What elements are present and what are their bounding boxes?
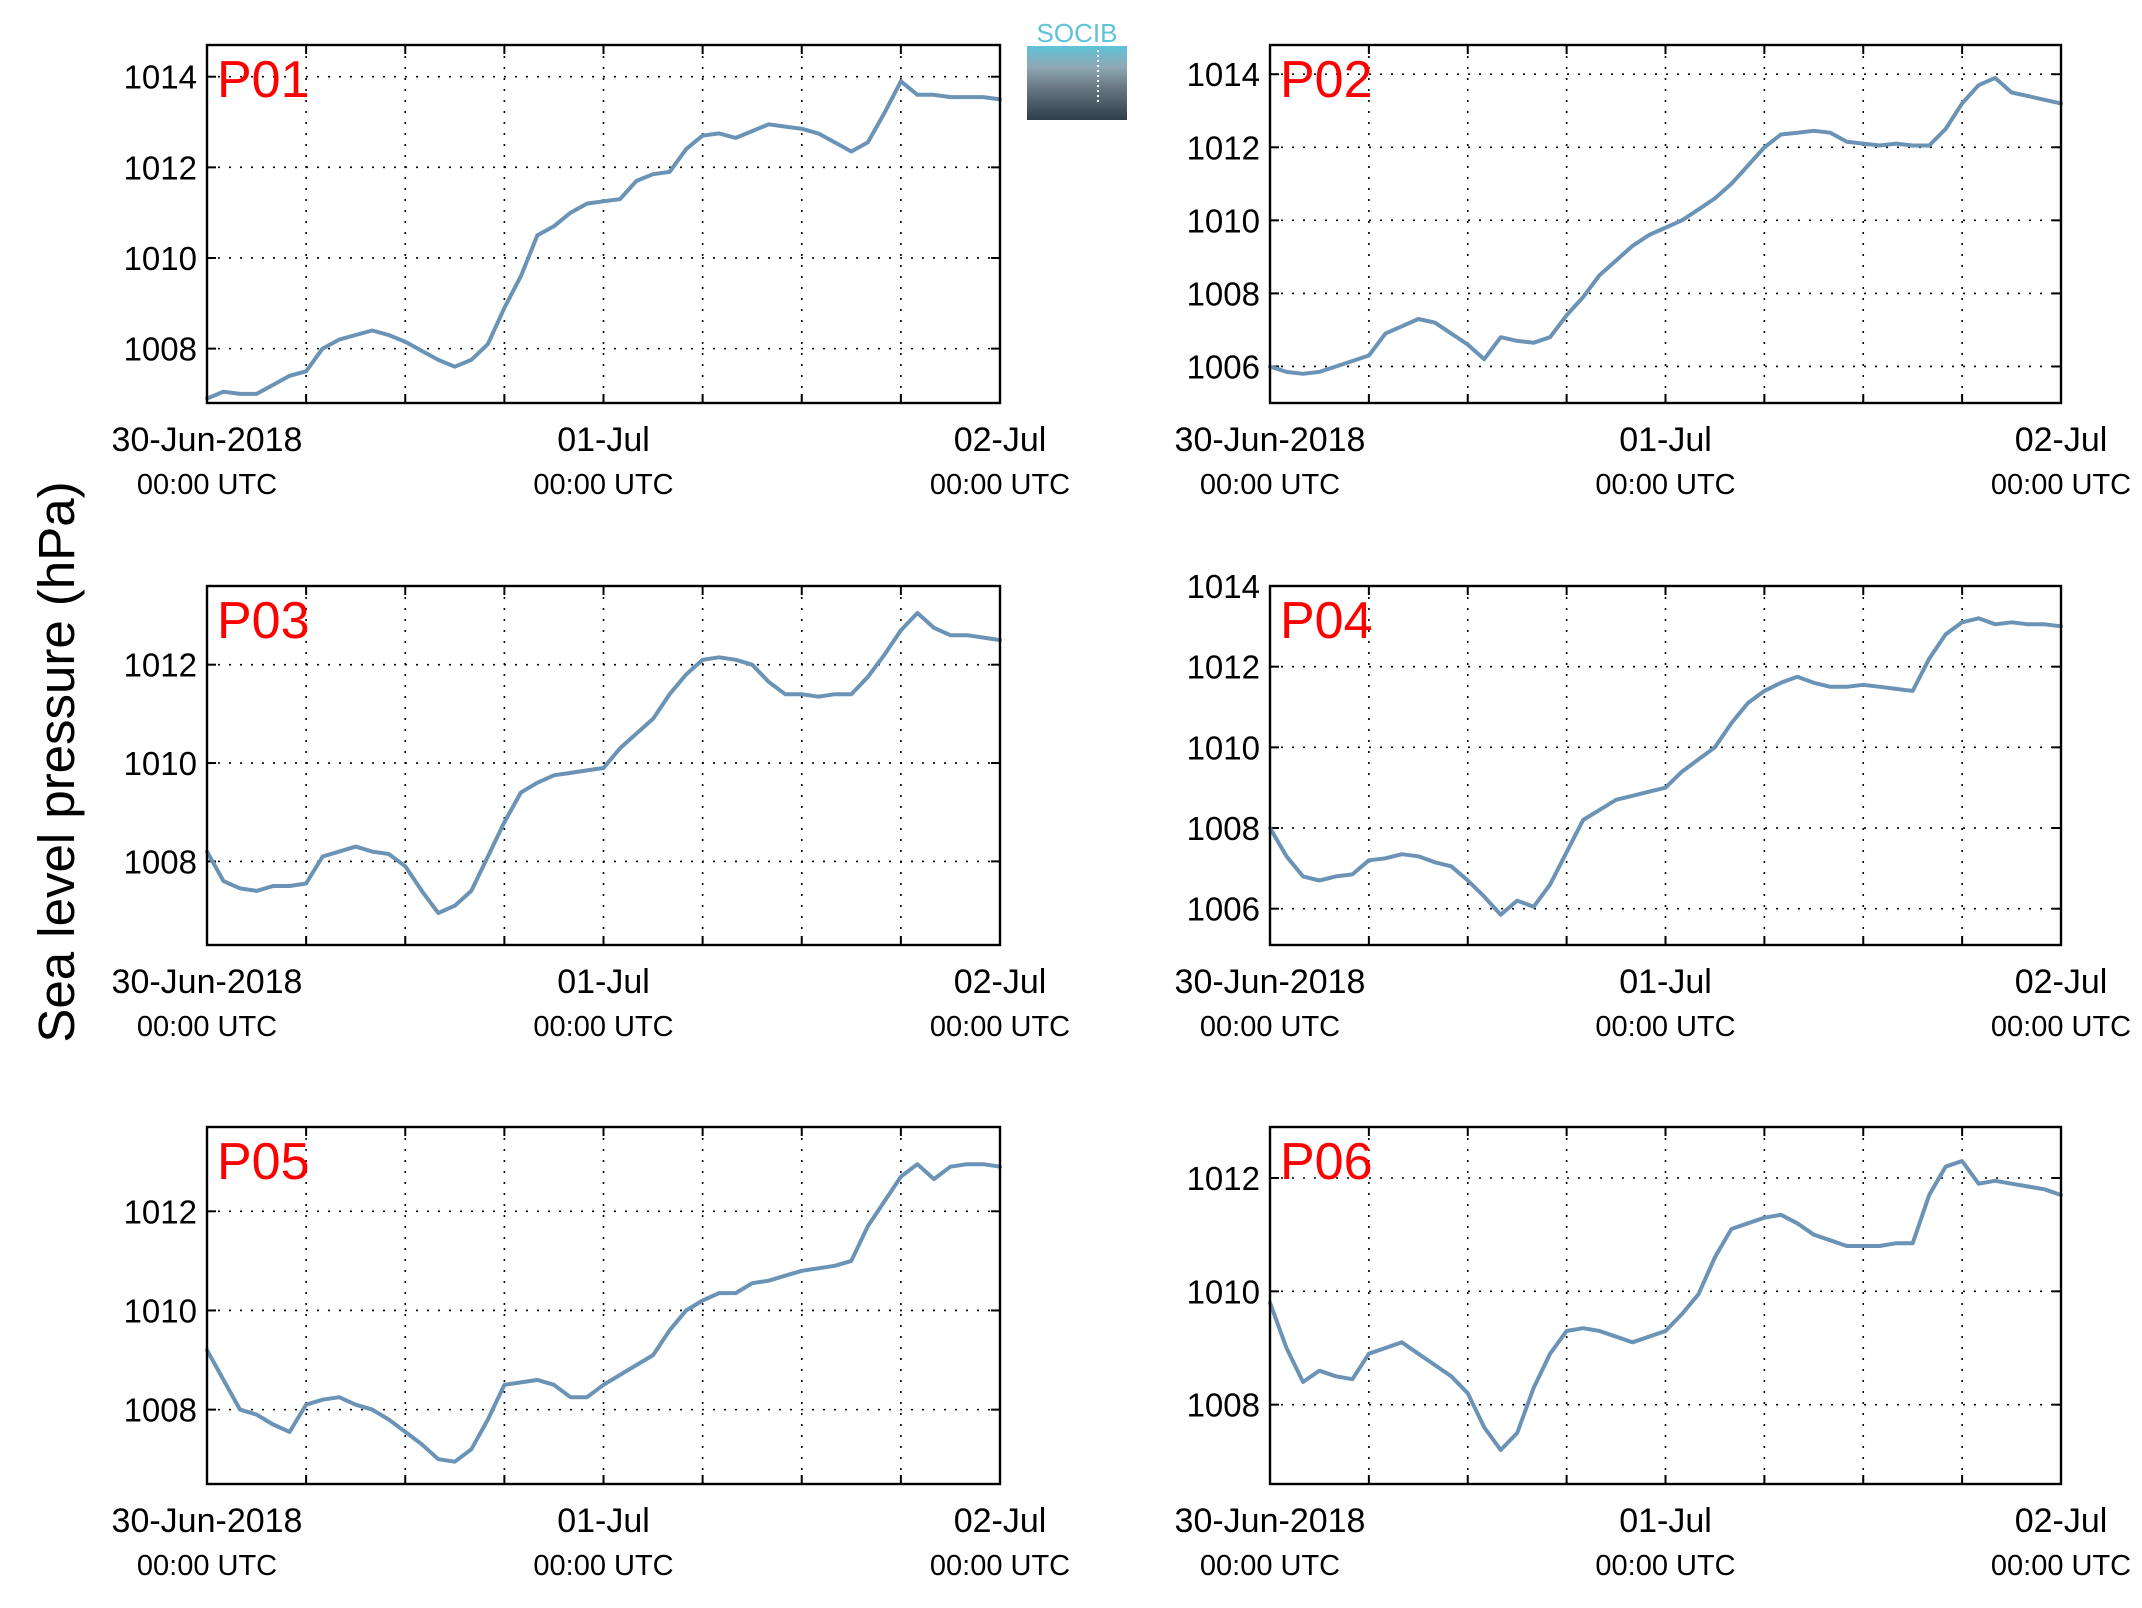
plot-frame — [1268, 1125, 2063, 1486]
x-tick-sublabel: 00:00 UTC — [1991, 1011, 2131, 1043]
y-tick-label: 1008 — [1187, 1387, 1260, 1424]
x-tick-sublabel: 00:00 UTC — [1595, 1011, 1735, 1043]
series-line — [1268, 75, 2063, 376]
y-tick-label: 1008 — [1187, 275, 1260, 312]
y-tick-label: 1012 — [124, 647, 197, 684]
x-tick-sublabel: 00:00 UTC — [1200, 1011, 1340, 1043]
panel-p01: 1008 1010 1012 1014 P01 30-Jun-2018 00:00 UTC 0… — [112, 43, 1070, 501]
x-tick-sublabel: 00:00 UTC — [930, 1550, 1070, 1582]
y-tick-label: 1010 — [1187, 1273, 1260, 1310]
x-tick-label: 02-Jul — [2015, 421, 2108, 459]
panel-p06: 1008 1010 1012 P06 30-Jun-2018 00:00 UTC 01-Ju… — [1175, 1125, 2131, 1582]
x-tick-sublabel: 00:00 UTC — [533, 1550, 673, 1582]
y-tick-label: 1008 — [1187, 810, 1260, 847]
x-tick-label: 01-Jul — [557, 963, 650, 1001]
panel-label: P01 — [217, 51, 310, 109]
series-line — [205, 1162, 1002, 1464]
plot-frame — [1268, 43, 2063, 405]
y-tick-label: 1010 — [1187, 729, 1260, 766]
x-tick-label: 30-Jun-2018 — [1175, 1502, 1366, 1540]
series-line — [1268, 1159, 2063, 1452]
panel-p04: 1006 1008 1010 1012 1014 P04 30-Jun-2018 00:00 … — [1175, 568, 2132, 1043]
y-tick-label: 1012 — [124, 149, 197, 186]
socib-logo-icon: SOCIB — [1027, 18, 1127, 120]
y-tick-label: 1010 — [1187, 202, 1260, 239]
y-tick-label: 1008 — [124, 1392, 197, 1429]
series-line — [205, 611, 1002, 915]
y-tick-label: 1012 — [1187, 649, 1260, 686]
x-tick-label: 30-Jun-2018 — [1175, 421, 1366, 459]
x-tick-sublabel: 00:00 UTC — [137, 469, 277, 501]
series-line — [1268, 616, 2063, 917]
x-tick-label: 01-Jul — [1619, 421, 1712, 459]
x-tick-sublabel: 00:00 UTC — [533, 1011, 673, 1043]
x-tick-sublabel: 00:00 UTC — [533, 469, 673, 501]
y-tick-label: 1010 — [124, 1292, 197, 1329]
y-tick-label: 1010 — [124, 745, 197, 782]
y-tick-label: 1008 — [124, 843, 197, 880]
y-tick-label: 1006 — [1187, 348, 1260, 385]
x-tick-label: 30-Jun-2018 — [112, 421, 303, 459]
x-tick-label: 01-Jul — [557, 421, 650, 459]
y-tick-label: 1006 — [1187, 891, 1260, 928]
x-tick-label: 01-Jul — [557, 1502, 650, 1540]
x-tick-sublabel: 00:00 UTC — [137, 1011, 277, 1043]
y-tick-label: 1010 — [124, 240, 197, 277]
x-tick-sublabel: 00:00 UTC — [1991, 469, 2131, 501]
x-tick-sublabel: 00:00 UTC — [1595, 469, 1735, 501]
x-tick-label: 02-Jul — [2015, 1502, 2108, 1540]
x-tick-label: 02-Jul — [954, 963, 1047, 1001]
y-axis-label: Sea level pressure (hPa) — [28, 481, 85, 1042]
y-tick-label: 1012 — [1187, 129, 1260, 166]
y-tick-label: 1008 — [124, 331, 197, 368]
panel-p03: 1008 1010 1012 P03 30-Jun-2018 00:00 UTC 01-Ju… — [112, 584, 1070, 1043]
x-tick-label: 01-Jul — [1619, 963, 1712, 1001]
x-tick-sublabel: 00:00 UTC — [1595, 1550, 1735, 1582]
socib-logo-text: SOCIB — [1037, 20, 1118, 48]
x-tick-sublabel: 00:00 UTC — [930, 1011, 1070, 1043]
plot-frame — [205, 43, 1002, 405]
x-tick-label: 30-Jun-2018 — [112, 963, 303, 1001]
plot-frame — [205, 584, 1002, 947]
x-tick-label: 30-Jun-2018 — [112, 1502, 303, 1540]
x-tick-sublabel: 00:00 UTC — [1991, 1550, 2131, 1582]
series-line — [205, 79, 1002, 401]
y-tick-label: 1014 — [1187, 568, 1260, 605]
panel-label: P05 — [217, 1133, 310, 1191]
panel-label: P03 — [217, 592, 310, 650]
x-tick-label: 30-Jun-2018 — [1175, 963, 1366, 1001]
panel-label: P02 — [1280, 51, 1373, 109]
y-tick-label: 1014 — [124, 59, 197, 96]
x-tick-sublabel: 00:00 UTC — [930, 469, 1070, 501]
panels-group: 1008 1010 1012 1014 P01 30-Jun-2018 00:00 UTC 0… — [112, 43, 2132, 1582]
x-tick-label: 02-Jul — [2015, 963, 2108, 1001]
x-tick-label: 02-Jul — [954, 1502, 1047, 1540]
plot-frame — [205, 1125, 1002, 1486]
panel-label: P04 — [1280, 592, 1373, 650]
panel-p05: 1008 1010 1012 P05 30-Jun-2018 00:00 UTC 01-Ju… — [112, 1125, 1070, 1582]
y-tick-label: 1012 — [124, 1193, 197, 1230]
x-tick-sublabel: 00:00 UTC — [1200, 1550, 1340, 1582]
plot-frame — [1268, 584, 2063, 947]
x-tick-sublabel: 00:00 UTC — [1200, 469, 1340, 501]
panel-p02: 1006 1008 1010 1012 1014 P02 30-Jun-2018 00:00 … — [1175, 43, 2131, 501]
x-tick-label: 01-Jul — [1619, 1502, 1712, 1540]
x-tick-sublabel: 00:00 UTC — [137, 1550, 277, 1582]
x-tick-label: 02-Jul — [954, 421, 1047, 459]
socib-logo: SOCIB — [1027, 18, 1127, 120]
y-tick-label: 1012 — [1187, 1160, 1260, 1197]
y-tick-label: 1014 — [1187, 56, 1260, 93]
panel-label: P06 — [1280, 1133, 1373, 1191]
